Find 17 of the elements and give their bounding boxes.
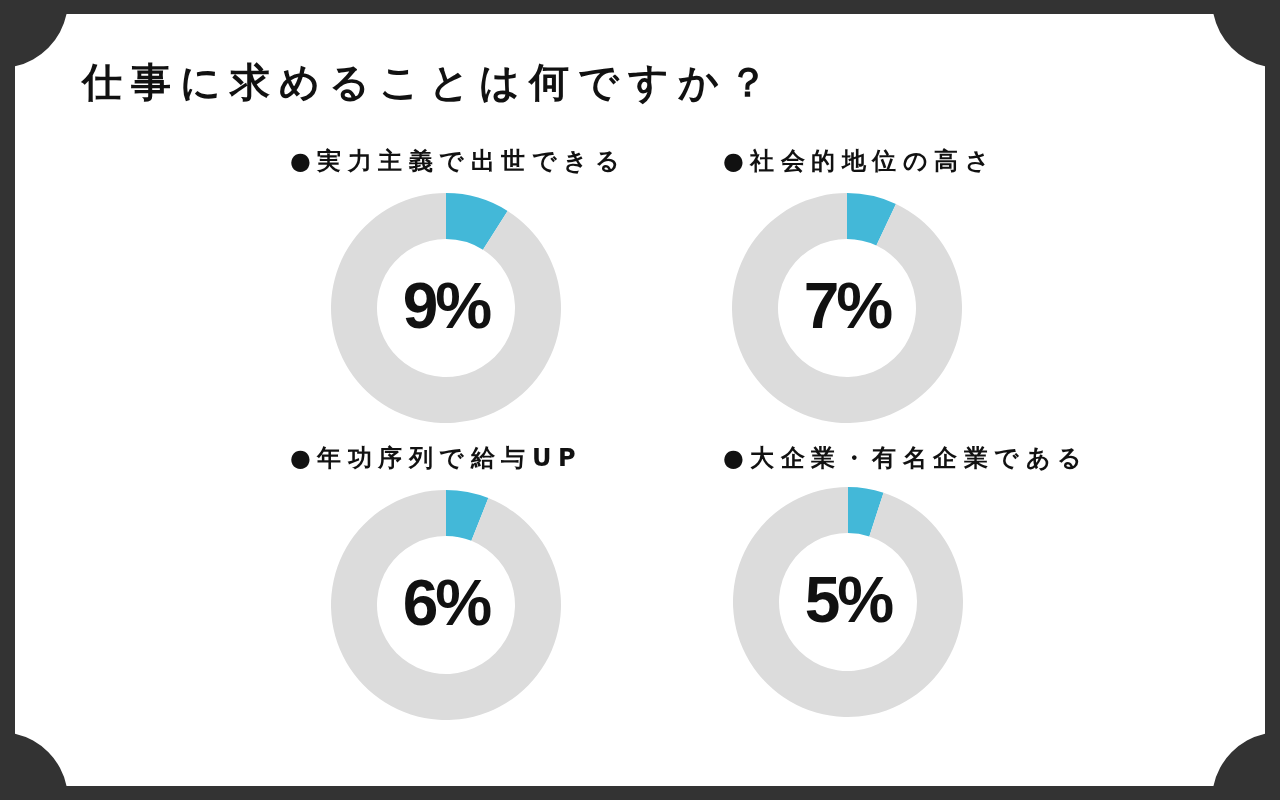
data-label: 7% bbox=[803, 270, 893, 342]
donut-slice bbox=[848, 487, 884, 537]
text: 仕事に求めることは何ですか？ bbox=[80, 59, 777, 105]
donut-slice bbox=[331, 490, 561, 720]
chart-title: ●実力主義で出世できる bbox=[290, 147, 627, 175]
donut-slice bbox=[733, 487, 963, 717]
donut-slice bbox=[331, 193, 561, 423]
data-label: 6% bbox=[402, 567, 492, 639]
donut-slice bbox=[446, 193, 508, 250]
data-label: 5% bbox=[804, 564, 894, 636]
chart-title: ●年功序列で給与UP bbox=[290, 444, 583, 472]
chart-title: ●大企業・有名企業である bbox=[723, 444, 1089, 472]
donut-slice bbox=[446, 490, 489, 541]
data-label: 9% bbox=[402, 270, 492, 342]
donut-slice bbox=[732, 193, 962, 423]
chart-title: ●社会的地位の高さ bbox=[723, 147, 997, 175]
donut-slice bbox=[847, 193, 896, 246]
